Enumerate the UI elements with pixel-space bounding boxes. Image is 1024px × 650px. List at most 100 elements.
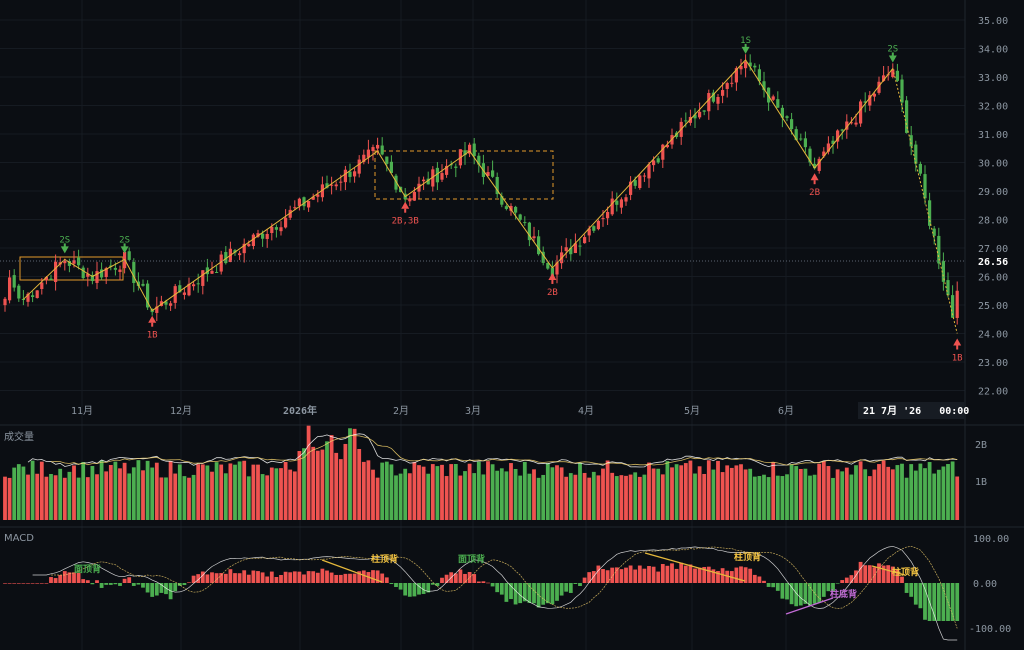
macd-bar [858,561,863,583]
volume-bar [315,450,320,520]
macd-bar [527,583,532,603]
macd-bar [384,577,389,583]
candle-body [900,79,904,103]
macd-bar [104,583,109,585]
volume-bar [472,473,477,520]
candle-body [592,226,596,231]
volume-bar [338,459,343,520]
candle-body [495,176,499,195]
volume-bar [674,464,679,520]
time-tick: 6月 [778,405,794,417]
volume-bar [81,462,86,520]
signal-label: 2S [59,235,70,245]
volume-bar [366,460,371,520]
macd-bar [187,582,191,583]
candle-body [596,220,600,230]
volume-bar [720,472,725,520]
candle-body [49,278,53,280]
candle-body [81,267,85,279]
candle-body [426,178,430,185]
candle-body [334,184,338,187]
volume-bar [39,461,44,520]
macd-bar [890,566,895,583]
candle-body [652,160,656,166]
sell-arrow-icon [741,46,750,54]
macd-bar [693,568,697,583]
buy-arrow-icon [953,338,962,346]
sell-arrow-stem [63,243,66,248]
candle-body [941,260,945,282]
divergence-annotation: 柱顶背 [892,566,919,578]
macd-bar [288,572,293,583]
candle-body [77,257,81,266]
candle-body [95,271,99,283]
candle-body [721,90,725,96]
candle-body [859,101,863,124]
volume-bar [375,477,380,520]
candle-body [909,135,913,147]
candle-body [311,196,315,200]
macd-bar [297,571,302,583]
macd-bar [955,583,960,621]
macd-bar [743,567,748,583]
candle-body [339,181,343,183]
candle-body [610,198,614,215]
volume-bar [348,428,352,520]
candle-body [932,228,936,236]
volume-bar [150,467,155,520]
zigzag-segment [404,150,470,198]
volume-bar [844,467,849,520]
volume-bar [205,465,210,520]
macd-bar [435,583,440,586]
macd-bar [950,583,955,621]
divergence-line [871,565,906,576]
volume-bar [854,465,858,520]
candle-body [500,196,504,205]
candle-body [569,247,573,255]
candle-body [54,261,58,283]
macd-bar [578,583,582,587]
candle-body [725,83,729,89]
volume-bar [734,465,739,520]
macd-bar [541,583,546,605]
macd-bar [191,575,196,583]
volume-bar [688,460,693,520]
macd-bar [637,565,642,583]
macd-bar [628,565,633,583]
macd-bar [522,583,527,602]
volume-bar [187,477,191,520]
candle-body [90,274,94,282]
macd-bar [256,571,260,583]
volume-bar [256,464,260,520]
volume-bar [693,473,697,520]
macd-bar [361,570,366,583]
candle-body [624,197,628,202]
volume-bar [49,474,53,520]
zigzag-segment [92,258,125,277]
volume-bar [509,463,513,520]
volume-bar [877,464,881,520]
price-tick: 31.00 [978,130,1008,141]
volume-bar [789,464,794,520]
volume-bar [265,475,270,520]
macd-bar [196,574,201,583]
volume-bar [890,469,895,520]
volume-bar [325,441,329,520]
candle-body [178,285,182,293]
candle-body [914,144,918,164]
candle-body [40,282,44,290]
candle-body [357,159,361,174]
volume-bar [729,467,734,520]
candle-body [905,100,909,133]
macd-bar [389,583,394,585]
volume-bar [831,477,835,520]
volume-bar [380,462,385,520]
macd-bar [665,565,670,583]
volume-bar [642,474,647,520]
volume-bar [573,474,578,520]
volume-bar [651,468,656,520]
volume-bar [559,467,564,520]
zigzag-segment [64,258,93,277]
candle-body [642,175,646,177]
